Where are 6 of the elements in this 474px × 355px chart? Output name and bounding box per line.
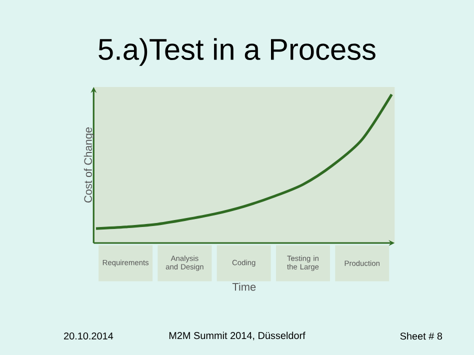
y-axis-title: Cost of Change [84,127,94,203]
text: M2M Summit 2014, Düsseldorf [169,332,306,340]
text: Sheet # 8 [400,332,442,340]
text: 20.10.2014 [64,332,114,340]
x-axis-title: Time [232,282,256,291]
chart-title: 5.a)Test in a Process [98,38,376,66]
